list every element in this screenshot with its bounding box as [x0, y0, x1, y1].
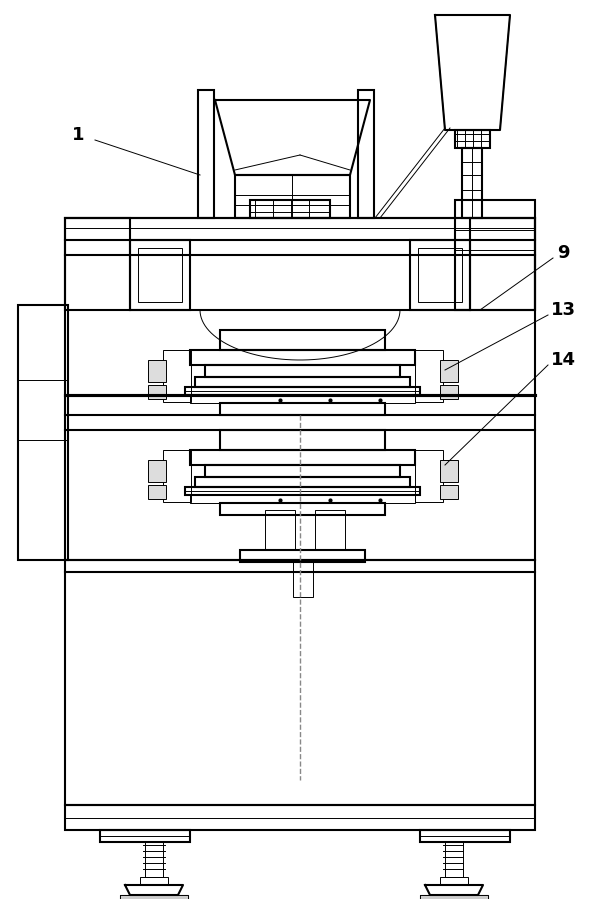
Bar	[415, 350, 443, 402]
Bar	[293, 562, 313, 597]
Bar	[420, 830, 510, 842]
Bar	[195, 477, 410, 487]
Bar	[410, 240, 470, 310]
Polygon shape	[120, 895, 188, 899]
Bar	[205, 365, 400, 377]
Bar	[163, 350, 191, 402]
Bar	[195, 377, 410, 387]
Bar	[440, 385, 458, 399]
Bar	[470, 218, 535, 310]
Bar	[148, 485, 166, 499]
Bar	[185, 387, 420, 395]
Polygon shape	[125, 885, 183, 895]
Bar	[440, 485, 458, 499]
Bar	[148, 460, 166, 482]
Bar	[140, 877, 168, 885]
Bar	[418, 248, 462, 302]
Bar	[220, 503, 385, 515]
Bar	[220, 430, 385, 450]
Text: 13: 13	[551, 301, 576, 319]
Polygon shape	[435, 15, 510, 130]
Bar	[440, 877, 468, 885]
Polygon shape	[215, 100, 370, 175]
Bar	[265, 510, 295, 550]
Bar	[220, 403, 385, 415]
Bar	[462, 148, 482, 218]
Bar	[65, 218, 535, 805]
Bar	[65, 805, 535, 830]
Bar	[65, 218, 130, 310]
Bar	[455, 130, 490, 148]
Bar	[130, 240, 190, 310]
Bar	[190, 495, 415, 503]
Bar	[205, 465, 400, 477]
Bar	[445, 842, 463, 877]
Bar	[455, 200, 535, 310]
Bar	[250, 200, 330, 218]
Bar	[163, 450, 191, 502]
Bar	[440, 360, 458, 382]
Bar	[185, 487, 420, 495]
Bar	[148, 385, 166, 399]
Text: 9: 9	[557, 244, 569, 262]
Bar	[138, 248, 182, 302]
Bar	[440, 460, 458, 482]
Bar	[100, 830, 190, 842]
Polygon shape	[420, 895, 488, 899]
Bar	[190, 395, 415, 403]
Polygon shape	[425, 885, 483, 895]
Bar	[240, 550, 365, 562]
Bar	[190, 350, 415, 365]
Bar	[198, 90, 214, 218]
Text: 1: 1	[72, 126, 84, 144]
Text: 14: 14	[551, 351, 576, 369]
Bar	[220, 330, 385, 350]
Bar	[358, 90, 374, 218]
Bar	[315, 510, 345, 550]
Bar	[190, 450, 415, 465]
Bar	[235, 175, 350, 218]
Bar	[148, 360, 166, 382]
Bar	[145, 842, 163, 877]
Bar	[415, 450, 443, 502]
Bar	[18, 305, 68, 560]
